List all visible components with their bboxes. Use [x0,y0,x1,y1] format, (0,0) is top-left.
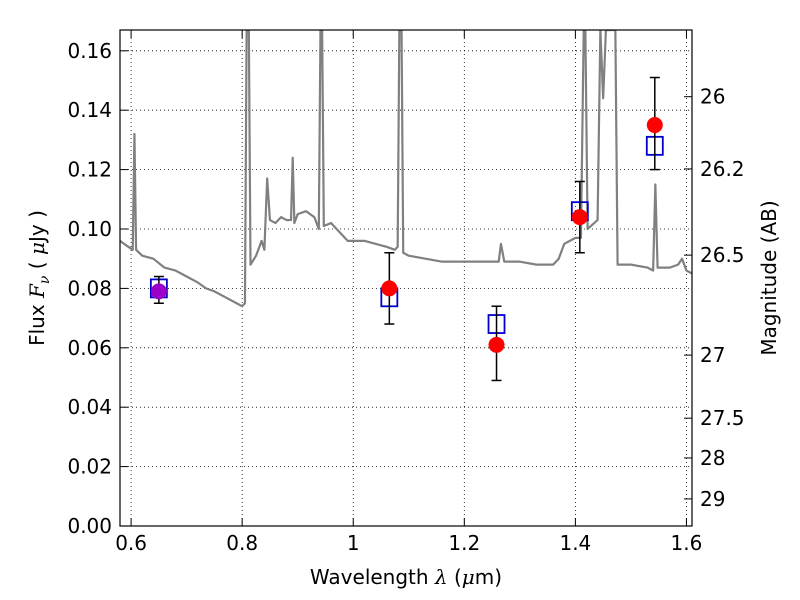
x-tick-label: 1 [347,531,360,555]
observed-flux-point [150,283,167,300]
x-tick-label: 1.6 [671,531,703,555]
x-tick-label: 0.8 [226,531,258,555]
y-tick-label: 0.02 [67,455,112,479]
y-tick-label: 0.04 [67,395,112,419]
y2-tick-label: 27 [700,343,725,367]
y2-tick-label: 26.5 [700,243,745,267]
plot-frame [119,29,693,527]
y-tick-label: 0.06 [67,336,112,360]
y2-tick-label: 27.5 [700,406,745,430]
y-tick-label: 0.16 [67,39,112,63]
y2-tick-label: 26.2 [700,157,745,181]
y-tick-label: 0.14 [67,98,112,122]
x-axis-title: Wavelength λ (μm) [310,565,502,589]
y-tick-label: 0.12 [67,158,112,182]
y2-axis-title: Magnitude (AB) [757,200,781,355]
y-tick-label: 0.10 [67,217,112,241]
x-tick-label: 1.4 [559,531,591,555]
y2-tick-label: 29 [700,487,725,511]
observed-flux-point [381,280,398,297]
axis-ticks: 0.6 0.8 1 1.2 1.4 1.6 0.00 0.02 0.04 0.06 0.08 0.10… [67,30,745,555]
y-tick-label: 0.00 [67,514,112,538]
observed-flux-point [571,209,588,226]
x-tick-label: 1.2 [448,531,480,555]
plot-area [120,30,692,382]
observed-flux-point [488,336,505,353]
x-tick-label: 0.6 [115,531,147,555]
y-tick-label: 0.08 [67,276,112,300]
model-spectrum-line [120,30,692,308]
y-axis-title: Flux Fν ( μJy ) [25,210,53,346]
observed-flux-point [646,117,663,134]
y2-tick-label: 26 [700,85,725,109]
y2-tick-label: 28 [700,446,725,470]
